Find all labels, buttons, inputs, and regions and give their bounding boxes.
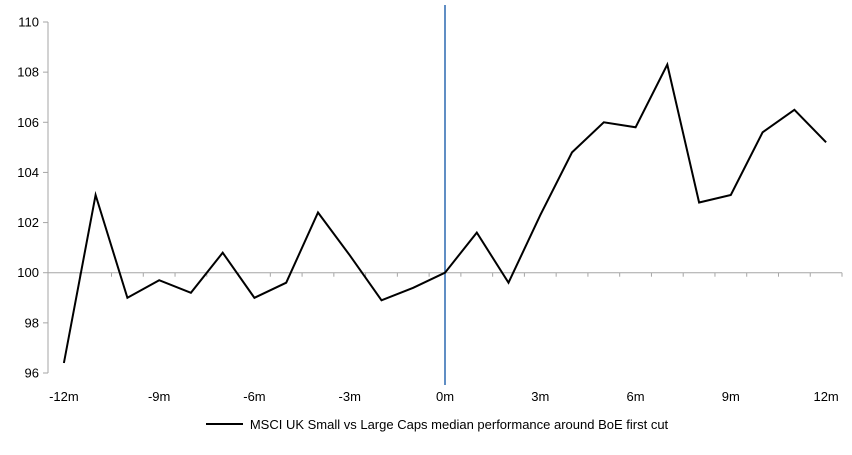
x-tick-label: 3m	[531, 389, 549, 404]
x-tick-label: -12m	[49, 389, 79, 404]
y-tick-label: 100	[17, 265, 39, 280]
x-tick-label: 6m	[627, 389, 645, 404]
y-tick-label: 104	[17, 165, 39, 180]
x-tick-label: -6m	[243, 389, 265, 404]
x-tick-label: 12m	[813, 389, 838, 404]
y-tick-label: 106	[17, 115, 39, 130]
legend: MSCI UK Small vs Large Caps median perfo…	[11, 415, 852, 433]
y-tick-label: 102	[17, 215, 39, 230]
y-tick-label: 108	[17, 65, 39, 80]
y-tick-label: 110	[18, 15, 39, 30]
y-tick-label: 98	[25, 315, 39, 330]
series-line	[62, 61, 827, 364]
legend-line-swatch	[205, 423, 243, 425]
x-tick-label: -9m	[148, 389, 170, 404]
x-tick-label: -3m	[339, 389, 361, 404]
legend-series-label: MSCI UK Small vs Large Caps median perfo…	[249, 416, 669, 432]
x-tick-label: 9m	[722, 389, 740, 404]
x-tick-label: 0m	[436, 389, 454, 404]
y-tick-label: 96	[25, 366, 39, 381]
